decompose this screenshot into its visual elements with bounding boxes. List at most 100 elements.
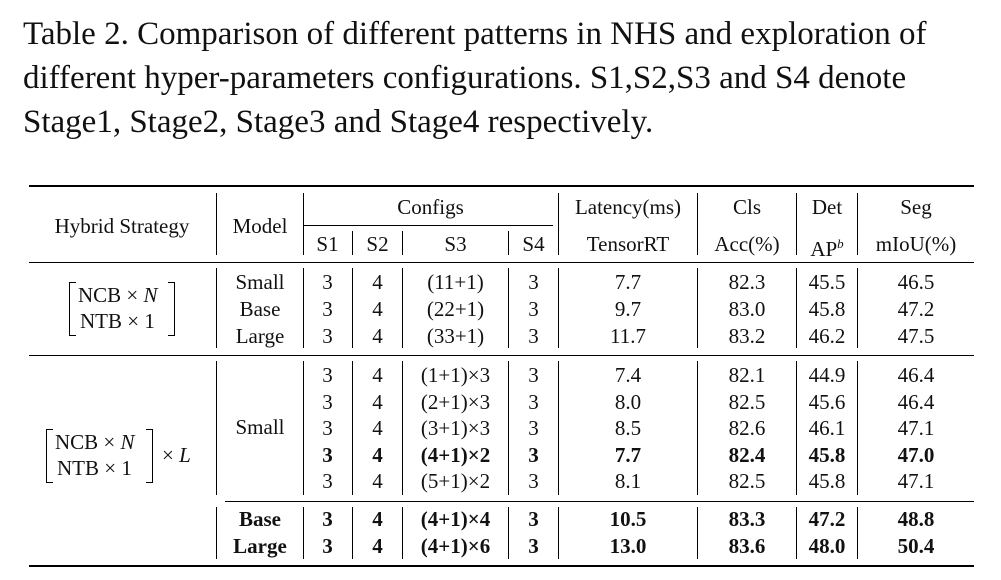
col-divider <box>508 268 509 348</box>
cell-miou: 47.0 <box>897 443 935 467</box>
right-bracket <box>168 282 175 336</box>
cell-miou: 50.4 <box>897 534 935 558</box>
model-name: Base <box>239 507 281 531</box>
cell-s1: 3 <box>322 390 333 414</box>
header-model: Model <box>232 214 288 238</box>
header-seg: Seg <box>900 195 932 219</box>
cell-acc: 82.1 <box>728 363 766 387</box>
cell-acc: 82.6 <box>728 416 766 440</box>
cell-s1: 3 <box>322 324 333 348</box>
configs-underline <box>303 225 553 226</box>
cell-s4: 3 <box>528 469 539 493</box>
cell-s4: 3 <box>528 390 539 414</box>
cell-miou: 47.1 <box>897 416 935 440</box>
col-divider <box>857 193 858 255</box>
cell-s3: (3+1)×3 <box>420 416 491 440</box>
cell-ap: 47.2 <box>808 507 846 531</box>
model-name: Small <box>235 415 285 439</box>
cell-s4: 3 <box>528 270 539 294</box>
cell-s1: 3 <box>322 534 333 558</box>
col-divider <box>216 193 217 255</box>
cell-miou: 48.8 <box>897 507 935 531</box>
cell-s3: (22+1) <box>426 297 485 321</box>
cell-s4: 3 <box>528 507 539 531</box>
cell-s4: 3 <box>528 297 539 321</box>
cell-latency: 11.7 <box>610 324 646 348</box>
col-divider <box>697 507 698 559</box>
col-divider <box>796 193 797 255</box>
cell-ap: 45.8 <box>808 297 846 321</box>
cell-s3: (4+1)×4 <box>420 507 491 531</box>
cell-s2: 4 <box>372 270 383 294</box>
col-divider <box>558 361 559 495</box>
cell-miou: 47.2 <box>897 297 935 321</box>
cell-latency: 13.0 <box>609 534 647 558</box>
col-divider <box>303 268 304 348</box>
cell-s3: (2+1)×3 <box>420 390 491 414</box>
table-caption: Table 2. Comparison of different pattern… <box>23 16 927 140</box>
cell-s3: (4+1)×6 <box>420 534 491 558</box>
col-divider <box>796 507 797 559</box>
col-divider <box>508 361 509 495</box>
header-ap: APb <box>810 236 844 261</box>
header-s4: S4 <box>522 232 545 256</box>
col-divider <box>857 361 858 495</box>
strategy-line-2: NTB × 1 <box>57 456 132 480</box>
cell-s1: 3 <box>322 270 333 294</box>
cell-s4: 3 <box>528 416 539 440</box>
cell-acc: 82.5 <box>728 390 766 414</box>
cell-latency: 8.1 <box>614 469 642 493</box>
strategy-repeat-suffix: × L <box>162 443 191 467</box>
cell-ap: 45.8 <box>808 443 846 467</box>
header-tensorrt: TensorRT <box>586 232 670 256</box>
cell-ap: 46.1 <box>808 416 846 440</box>
cell-latency: 8.5 <box>614 416 642 440</box>
cell-acc: 83.2 <box>728 324 766 348</box>
cell-s2: 4 <box>372 297 383 321</box>
col-divider <box>303 193 304 255</box>
col-divider <box>402 507 403 559</box>
cell-s2: 4 <box>372 324 383 348</box>
cell-latency: 8.0 <box>614 390 642 414</box>
cell-s2: 4 <box>372 507 383 531</box>
header-hybrid-strategy: Hybrid Strategy <box>54 214 190 238</box>
subgroup-rule <box>225 501 974 502</box>
cell-s3: (4+1)×2 <box>420 443 491 467</box>
cell-latency: 7.7 <box>614 270 642 294</box>
cell-s3: (1+1)×3 <box>420 363 491 387</box>
cell-ap: 44.9 <box>808 363 846 387</box>
header-s1: S1 <box>316 232 339 256</box>
cell-s4: 3 <box>528 324 539 348</box>
cell-ap: 48.0 <box>808 534 846 558</box>
cell-s2: 4 <box>372 469 383 493</box>
col-divider <box>216 268 217 348</box>
left-bracket <box>69 282 76 336</box>
cell-acc: 83.6 <box>728 534 766 558</box>
col-divider <box>303 361 304 495</box>
header-cls: Cls <box>732 195 761 219</box>
model-name: Large <box>233 534 287 558</box>
cell-acc: 82.5 <box>728 469 766 493</box>
col-divider <box>352 507 353 559</box>
header-miou: mIoU(%) <box>875 232 957 256</box>
strategy-line-1: NCB × N <box>78 283 158 307</box>
model-name: Small <box>235 270 285 294</box>
cell-latency: 7.4 <box>614 363 642 387</box>
col-divider <box>796 361 797 495</box>
cell-acc: 82.4 <box>728 443 766 467</box>
cell-acc: 82.3 <box>728 270 766 294</box>
cell-s4: 3 <box>528 363 539 387</box>
col-divider <box>697 193 698 255</box>
cell-s1: 3 <box>322 363 333 387</box>
model-name: Large <box>235 324 285 348</box>
col-divider <box>216 507 217 559</box>
cell-s1: 3 <box>322 416 333 440</box>
cell-acc: 83.0 <box>728 297 766 321</box>
cell-ap: 45.6 <box>808 390 846 414</box>
cell-s3: (33+1) <box>426 324 485 348</box>
col-divider <box>558 507 559 559</box>
col-divider <box>303 507 304 559</box>
right-bracket <box>146 429 153 483</box>
col-divider <box>216 361 217 495</box>
col-divider <box>352 268 353 348</box>
